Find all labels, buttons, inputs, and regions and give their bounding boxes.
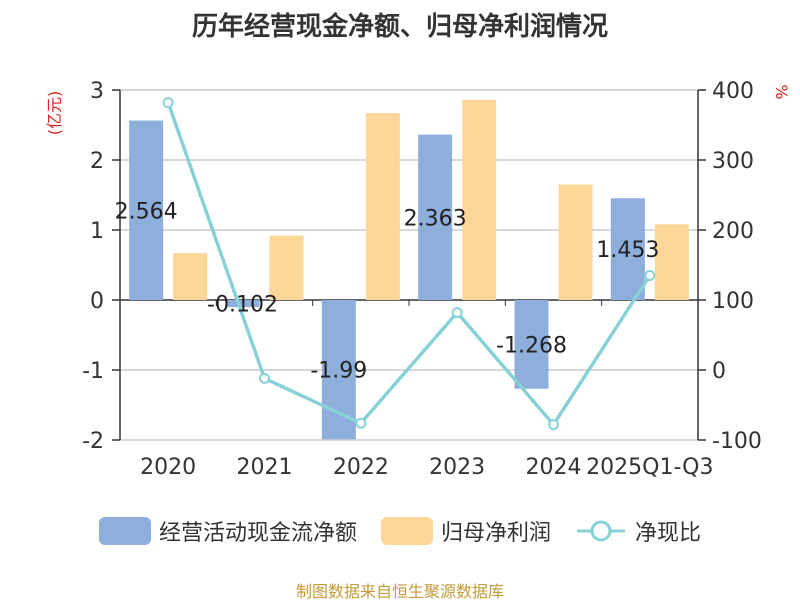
bar-data-label: -1.99 <box>310 359 367 384</box>
legend-item-cashflow[interactable]: 经营活动现金流净额 <box>98 515 357 547</box>
x-tick-label: 2025Q1-Q3 <box>586 455 713 480</box>
legend-label-netprofit: 归母净利润 <box>440 521 551 546</box>
bar-cashflow <box>418 134 453 300</box>
bar-cashflow <box>610 198 645 300</box>
bar-data-label: -1.268 <box>496 333 567 358</box>
bar-data-label: 2.363 <box>404 206 467 231</box>
bar-cashflow <box>225 300 260 308</box>
ratio-point <box>259 372 270 384</box>
legend-swatch-cashflow <box>98 517 151 545</box>
legend-label-cashflow: 经营活动现金流净额 <box>158 521 357 546</box>
right-tick-label: 200 <box>712 219 754 244</box>
bar-netprofit <box>462 99 497 300</box>
ratio-point <box>548 419 559 431</box>
bar-data-label: 2.564 <box>115 199 178 224</box>
left-tick-label: -2 <box>82 429 104 454</box>
x-tick-label: 2024 <box>526 455 582 480</box>
ratio-point <box>644 270 656 281</box>
x-tick-label: 2020 <box>140 455 196 480</box>
right-tick-label: -100 <box>712 429 762 454</box>
source-note: 制图数据来自恒生聚源数据库 <box>295 582 504 601</box>
bar-netprofit <box>558 184 593 300</box>
left-tick-label: 3 <box>90 79 104 104</box>
bar-cashflow <box>129 120 164 301</box>
chart-title: 历年经营现金净额、归母净利润情况 <box>191 12 608 42</box>
legend-swatch-netprofit <box>380 517 433 545</box>
left-tick-label: -1 <box>82 359 104 384</box>
legend-item-ratio[interactable]: 净现比 <box>575 515 701 547</box>
bar-data-label: -0.102 <box>207 293 278 318</box>
right-tick-label: 400 <box>712 79 754 104</box>
right-axis-label: % <box>772 84 791 99</box>
legend-swatch-ratio <box>577 520 625 542</box>
ratio-line <box>166 102 652 428</box>
left-tick-label: 2 <box>90 149 104 174</box>
bar-cashflow <box>514 300 549 389</box>
x-tick-label: 2022 <box>333 455 389 480</box>
right-tick-label: 300 <box>712 149 754 174</box>
bar-cashflow <box>321 300 356 440</box>
legend-item-netprofit[interactable]: 归母净利润 <box>380 515 551 547</box>
bar-netprofit <box>269 235 304 300</box>
right-tick-label: 100 <box>712 289 754 314</box>
legend-label-ratio: 净现比 <box>635 521 702 546</box>
ratio-point <box>355 417 367 429</box>
left-axis-label: (亿元) <box>45 91 64 136</box>
left-tick-label: 1 <box>90 219 104 244</box>
x-tick-label: 2023 <box>429 455 485 480</box>
ratio-point <box>451 307 463 319</box>
bar-netprofit <box>654 224 689 300</box>
legend: 经营活动现金流净额 归母净利润 净现比 <box>0 515 800 547</box>
bar-netprofit <box>173 253 208 300</box>
right-tick-label: 0 <box>712 359 726 384</box>
left-tick-label: 0 <box>90 289 104 314</box>
x-tick-label: 2021 <box>237 455 293 480</box>
bar-netprofit <box>365 113 400 300</box>
bar-data-label: 1.453 <box>596 238 659 263</box>
ratio-point <box>162 97 174 109</box>
